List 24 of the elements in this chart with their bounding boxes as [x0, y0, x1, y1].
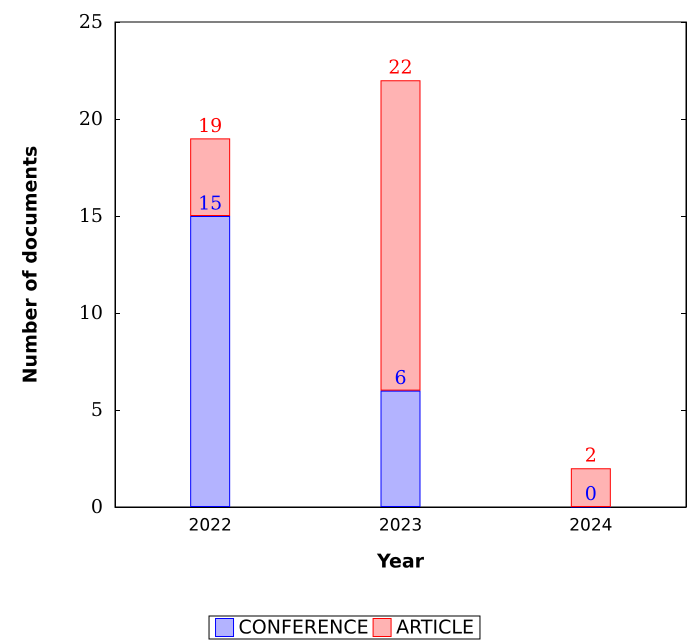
- y-tick-label: 25: [78, 11, 103, 33]
- bar: [380, 80, 420, 391]
- bar: [190, 216, 230, 507]
- bar: [380, 390, 420, 507]
- data-label: 6: [394, 367, 407, 390]
- y-tick-label: 15: [78, 205, 103, 227]
- x-tick-label: 2022: [188, 516, 232, 536]
- x-tick-label: 2023: [378, 516, 422, 536]
- y-axis-title: Number of documents: [20, 146, 42, 384]
- bar: [190, 138, 230, 216]
- y-tick-label: 20: [78, 108, 103, 130]
- total-label: 19: [198, 114, 222, 137]
- x-axis-title: Year: [376, 550, 425, 572]
- legend-label: CONFERENCE: [238, 616, 369, 638]
- legend-label: ARTICLE: [396, 616, 474, 638]
- y-tick-label: 10: [78, 302, 103, 324]
- total-label: 2: [584, 444, 597, 467]
- y-tick-label: 5: [90, 399, 103, 421]
- data-label: 15: [198, 192, 222, 214]
- data-label: 0: [584, 483, 597, 505]
- x-tick-label: 2024: [569, 516, 612, 536]
- y-tick-label: 0: [90, 496, 103, 518]
- bar: [570, 468, 611, 507]
- total-label: 22: [388, 56, 413, 79]
